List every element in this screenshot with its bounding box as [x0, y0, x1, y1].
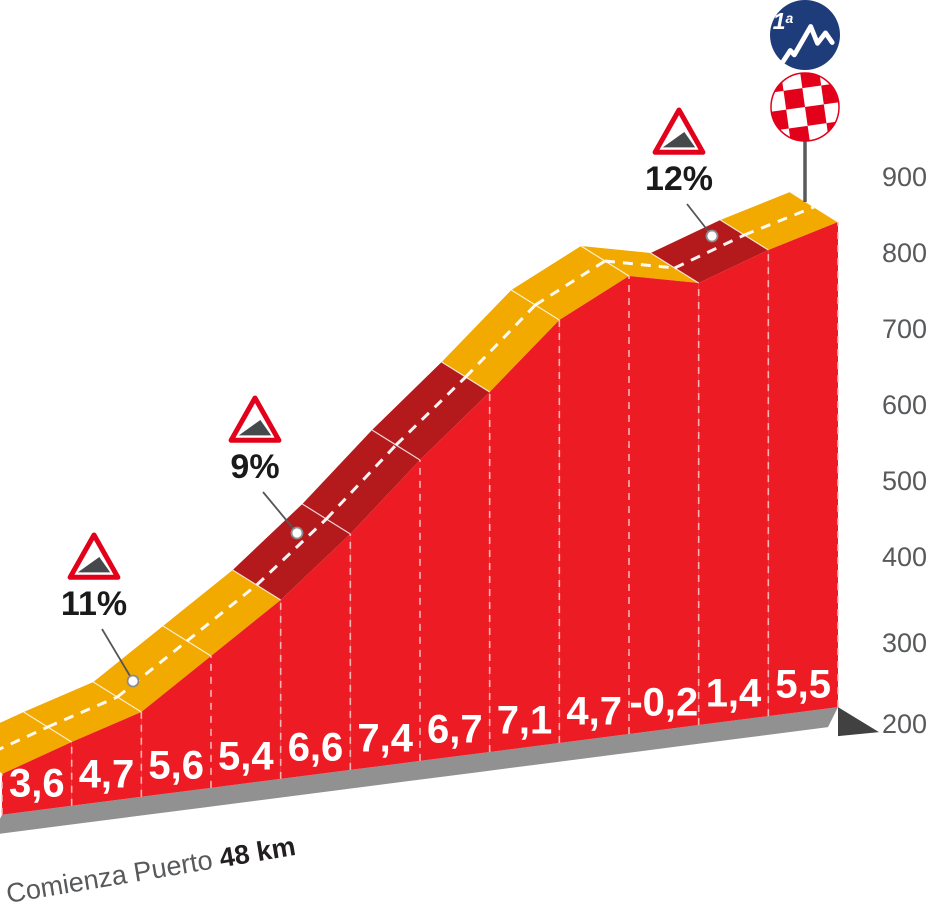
svg-text:5,4: 5,4 — [218, 734, 274, 778]
svg-text:600: 600 — [882, 390, 927, 420]
svg-text:-0,2: -0,2 — [629, 681, 698, 725]
svg-text:3,6: 3,6 — [9, 761, 65, 805]
svg-text:200: 200 — [882, 709, 927, 739]
svg-text:500: 500 — [882, 466, 927, 496]
svg-text:900: 900 — [882, 162, 927, 192]
svg-text:Comienza Puerto 48 km: Comienza Puerto 48 km — [4, 831, 298, 909]
svg-text:1,4: 1,4 — [706, 672, 762, 716]
svg-text:7,1: 7,1 — [497, 698, 553, 742]
svg-text:9%: 9% — [230, 448, 279, 486]
svg-text:400: 400 — [882, 542, 927, 572]
svg-text:6,6: 6,6 — [288, 725, 344, 769]
svg-text:11%: 11% — [61, 585, 127, 623]
svg-text:4,7: 4,7 — [79, 752, 135, 796]
svg-text:6,7: 6,7 — [427, 707, 483, 751]
svg-text:12%: 12% — [645, 160, 713, 198]
svg-text:800: 800 — [882, 238, 927, 268]
svg-text:4,7: 4,7 — [566, 690, 622, 734]
svg-text:5,5: 5,5 — [775, 663, 831, 707]
svg-text:7,4: 7,4 — [357, 716, 413, 760]
svg-text:5,6: 5,6 — [148, 743, 204, 787]
svg-text:700: 700 — [882, 314, 927, 344]
svg-text:300: 300 — [882, 628, 927, 658]
